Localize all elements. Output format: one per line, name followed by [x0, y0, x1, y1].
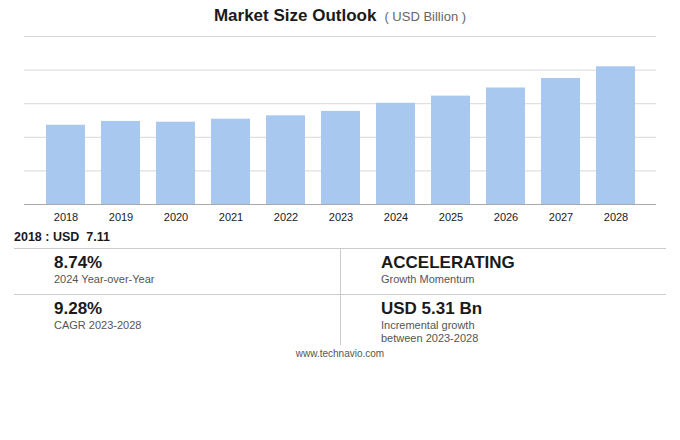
html-text:USD 5.31 Bn: USD 5.31 Bn — [381, 299, 483, 318]
html-text:8.74%: 8.74% — [54, 253, 103, 272]
html-text:Incremental growth between 202: Incremental growth between 2023-2028 — [381, 319, 479, 345]
html-text:Growth Momentum: Growth Momentum — [381, 273, 475, 285]
html-text:2024 Year-over-Year: 2024 Year-over-Year — [54, 273, 155, 285]
svg-text:2026: 2026 — [494, 211, 518, 223]
svg-text:2020: 2020 — [164, 211, 188, 223]
svg-text:2027: 2027 — [549, 211, 573, 223]
svg-text:2021: 2021 — [219, 211, 243, 223]
html-text:www.technavio.com: www.technavio.com — [295, 348, 385, 359]
svg-text:2022: 2022 — [274, 211, 298, 223]
svg-text:2028: 2028 — [604, 211, 628, 223]
svg-text:2023: 2023 — [329, 211, 353, 223]
html-text:CAGR 2023-2028: CAGR 2023-2028 — [54, 319, 142, 331]
html-text:9.28%: 9.28% — [54, 299, 103, 318]
svg-text:2024: 2024 — [384, 211, 408, 223]
html-text:Market Size Outlook: Market Size Outlook — [213, 6, 377, 25]
html-text:2018 : USD 7.11: 2018 : USD 7.11 — [14, 230, 110, 244]
svg-text:2019: 2019 — [109, 211, 133, 223]
svg-text:2018: 2018 — [54, 211, 78, 223]
html-text:ACCELERATING: ACCELERATING — [381, 253, 515, 272]
html-text:( USD Billion ): ( USD Billion ) — [384, 9, 466, 24]
svg-text:2025: 2025 — [439, 211, 463, 223]
